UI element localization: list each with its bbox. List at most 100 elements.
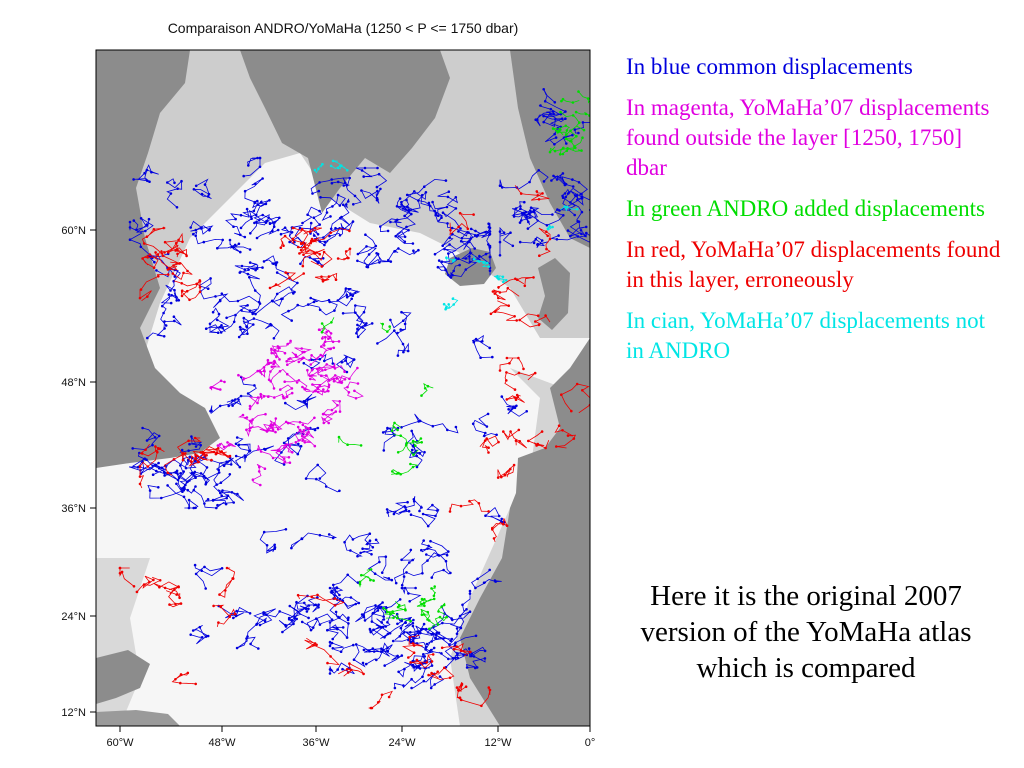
float-position (453, 644, 457, 647)
float-position (206, 498, 210, 501)
float-position (180, 289, 184, 292)
float-position (412, 500, 416, 503)
float-trajectory (210, 399, 242, 414)
float-position (245, 325, 248, 328)
float-position (173, 288, 176, 292)
float-position (204, 327, 208, 331)
float-position (128, 238, 132, 241)
float-position (387, 695, 391, 699)
float-position (164, 324, 168, 327)
float-position (303, 601, 306, 605)
float-position (275, 355, 278, 359)
float-position (298, 420, 302, 424)
float-position (488, 233, 491, 237)
float-position (248, 404, 252, 408)
float-trajectory (192, 178, 212, 200)
float-position (216, 447, 220, 450)
float-position (430, 633, 434, 636)
land-greenland (240, 50, 450, 213)
float-position (417, 248, 420, 252)
float-position (182, 495, 186, 499)
float-position (498, 254, 502, 257)
float-position (259, 371, 262, 374)
float-position (418, 452, 422, 455)
float-position (264, 412, 267, 416)
float-position (248, 612, 252, 615)
float-position (314, 603, 318, 607)
float-position (572, 437, 576, 440)
float-position (284, 625, 288, 628)
float-position (532, 276, 535, 279)
float-position (296, 593, 300, 597)
float-position (249, 642, 252, 646)
float-trajectory (163, 453, 200, 476)
float-position (409, 661, 412, 664)
float-position (546, 234, 549, 238)
float-position (420, 548, 423, 552)
float-position (558, 129, 561, 133)
float-position (468, 255, 471, 258)
float-position (411, 242, 415, 245)
float-position (139, 288, 143, 291)
float-position (328, 586, 332, 590)
float-position (446, 195, 450, 199)
float-position (368, 627, 372, 631)
float-position (287, 616, 291, 620)
float-position (581, 389, 584, 392)
float-position (474, 586, 477, 590)
float-position (168, 266, 171, 270)
float-position (358, 582, 362, 586)
float-trajectory (498, 277, 534, 289)
float-position (505, 398, 509, 401)
float-position (409, 462, 412, 466)
float-position (128, 220, 132, 224)
float-position (594, 234, 597, 237)
float-position (584, 234, 587, 238)
float-position (379, 187, 382, 191)
float-position (232, 616, 235, 620)
float-position (303, 441, 307, 444)
legend: In blue common displacements In magenta,… (626, 52, 1006, 377)
float-position (237, 398, 240, 401)
float-position (290, 319, 293, 322)
float-position (334, 226, 337, 230)
float-position (245, 428, 248, 432)
float-position (321, 257, 325, 260)
float-position (558, 153, 562, 156)
float-position (560, 393, 563, 397)
float-position (256, 448, 260, 451)
float-position (175, 482, 178, 486)
float-position (404, 608, 407, 612)
float-position (519, 205, 522, 208)
float-position (236, 299, 240, 303)
float-position (296, 245, 300, 249)
float-position (372, 579, 375, 582)
float-position (464, 268, 468, 271)
float-position (324, 368, 327, 372)
float-position (297, 439, 301, 442)
float-position (306, 368, 309, 372)
float-position (283, 226, 287, 229)
float-position (427, 673, 430, 677)
float-position (417, 420, 421, 423)
float-position (237, 335, 241, 339)
float-position (532, 241, 536, 245)
float-position (487, 446, 490, 450)
float-position (307, 607, 310, 611)
float-position (405, 441, 409, 445)
float-position (299, 429, 302, 433)
float-position (307, 430, 310, 434)
float-position (428, 649, 432, 653)
float-position (565, 205, 569, 209)
float-position (346, 385, 349, 389)
float-position (565, 149, 569, 152)
float-position (497, 440, 500, 444)
lon-tick-label: 48°W (208, 737, 236, 749)
float-position (455, 686, 459, 689)
float-position (305, 610, 309, 613)
float-position (284, 528, 288, 531)
float-position (351, 294, 355, 298)
float-position (354, 311, 357, 315)
float-position (382, 615, 386, 618)
float-position (514, 439, 518, 443)
